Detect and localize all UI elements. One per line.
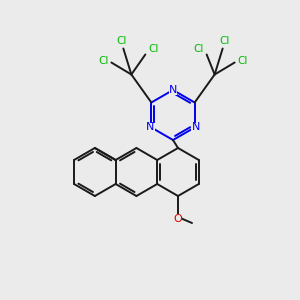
Text: O: O (174, 214, 182, 224)
Text: N: N (169, 85, 177, 95)
Text: Cl: Cl (148, 44, 158, 55)
Text: Cl: Cl (238, 56, 248, 65)
Text: N: N (146, 122, 154, 133)
Text: Cl: Cl (98, 56, 109, 65)
Text: N: N (191, 122, 200, 133)
Text: Cl: Cl (220, 37, 230, 46)
Text: Cl: Cl (194, 44, 204, 55)
Text: Cl: Cl (116, 37, 127, 46)
